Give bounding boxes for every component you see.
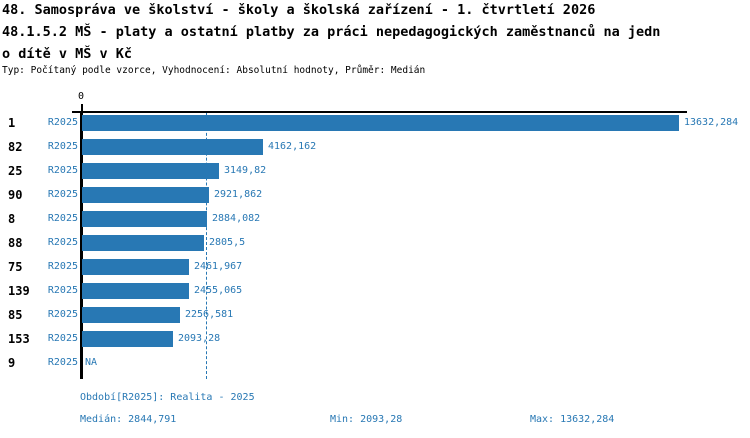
bar <box>82 235 204 251</box>
report-title-line-2: 48.1.5.2 MŠ - platy a ostatní platby za … <box>2 24 661 40</box>
row-category-label: 90 <box>8 188 23 202</box>
report-title-line-3: o dítě v MŠ v Kč <box>2 46 133 62</box>
value-label: 2884,082 <box>212 213 261 224</box>
row-category-label: 139 <box>8 284 30 298</box>
row-category-label: 9 <box>8 356 16 370</box>
series-label: R2025 <box>47 357 78 368</box>
bar-row: 90 R2025 2921,862 <box>0 187 750 203</box>
row-category-label: 25 <box>8 164 23 178</box>
bar-row: 88 R2025 2805,5 <box>0 235 750 251</box>
bar <box>82 139 263 155</box>
series-label: R2025 <box>47 189 78 200</box>
footer-median: Medián: 2844,791 <box>80 414 177 425</box>
series-label: R2025 <box>47 141 78 152</box>
series-label: R2025 <box>47 165 78 176</box>
value-label: 2455,065 <box>194 285 243 296</box>
median-gridline <box>206 113 207 379</box>
value-label: 13632,284 <box>684 117 739 128</box>
bar-row: 75 R2025 2461,967 <box>0 259 750 275</box>
bar-row: 153 R2025 2093,28 <box>0 331 750 347</box>
footer-period: Období[R2025]: Realita - 2025 <box>80 392 255 403</box>
bar <box>82 331 173 347</box>
value-label: 2256,581 <box>185 309 234 320</box>
report-meta: Typ: Počítaný podle vzorce, Vyhodnocení:… <box>2 65 426 76</box>
series-label: R2025 <box>47 261 78 272</box>
series-label: R2025 <box>47 309 78 320</box>
row-category-label: 8 <box>8 212 16 226</box>
series-label: R2025 <box>47 117 78 128</box>
bar-row: 8 R2025 2884,082 <box>0 211 750 227</box>
value-label: 3149,82 <box>224 165 267 176</box>
bar-row: 9 R2025 NA <box>0 355 750 371</box>
row-category-label: 1 <box>8 116 16 130</box>
row-category-label: 85 <box>8 308 23 322</box>
value-label: 2461,967 <box>194 261 243 272</box>
value-label: 4162,162 <box>268 141 317 152</box>
footer-min: Min: 2093,28 <box>330 414 403 425</box>
row-category-label: 75 <box>8 260 23 274</box>
bar <box>82 211 207 227</box>
bar <box>82 163 219 179</box>
value-label: 2805,5 <box>209 237 246 248</box>
series-label: R2025 <box>47 285 78 296</box>
chart-top-axis-line <box>72 111 687 113</box>
report-title-line-1: 48. Samospráva ve školství - školy a ško… <box>2 2 596 18</box>
series-label: R2025 <box>47 213 78 224</box>
series-label: R2025 <box>47 237 78 248</box>
value-label: 2921,862 <box>214 189 263 200</box>
bar-row: 82 R2025 4162,162 <box>0 139 750 155</box>
x-axis-zero-tick <box>81 104 83 112</box>
bar-row: 85 R2025 2256,581 <box>0 307 750 323</box>
bar-row: 1 R2025 13632,284 <box>0 115 750 131</box>
bar <box>82 259 189 275</box>
bar <box>82 307 180 323</box>
bar-row: 25 R2025 3149,82 <box>0 163 750 179</box>
row-category-label: 153 <box>8 332 30 346</box>
chart-y-axis-line <box>80 111 83 379</box>
bar-row: 139 R2025 2455,065 <box>0 283 750 299</box>
row-category-label: 88 <box>8 236 23 250</box>
value-label: 2093,28 <box>178 333 221 344</box>
footer-max: Max: 13632,284 <box>530 414 615 425</box>
bar <box>82 187 209 203</box>
x-axis-zero-label: 0 <box>77 91 85 102</box>
bar <box>82 283 189 299</box>
value-label: NA <box>85 357 98 368</box>
row-category-label: 82 <box>8 140 23 154</box>
bar <box>82 115 679 131</box>
series-label: R2025 <box>47 333 78 344</box>
